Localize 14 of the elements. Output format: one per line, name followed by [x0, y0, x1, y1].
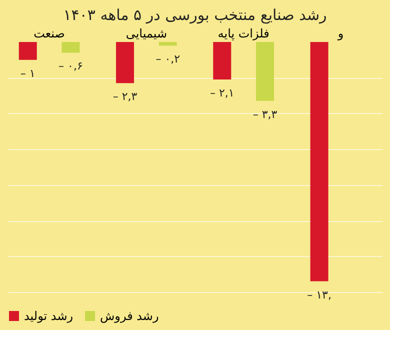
data-label: – ۱۳, [307, 288, 332, 302]
chart-title: رشد صنایع منتخب بورسی در ۵ ماهه ۱۴۰۳ [63, 6, 327, 24]
data-label: – ۳,۳ [252, 108, 278, 121]
x-tick-label: صنعت [34, 26, 65, 40]
x-tick-label: شیمیایی [126, 26, 168, 40]
data-label: – ۲,۱ [210, 86, 234, 100]
x-tick-label: فلزات پایه [218, 26, 270, 40]
legend-label: رشد فروش [100, 309, 159, 323]
data-label: – ۲,۳ [112, 90, 138, 104]
data-label: – ۰,۲ [156, 52, 180, 66]
data-label: – ۱ [20, 66, 36, 80]
data-label: – ۰,۶ [58, 60, 83, 73]
legend-label: رشد تولید [24, 309, 74, 323]
x-tick-label: و [336, 26, 344, 40]
